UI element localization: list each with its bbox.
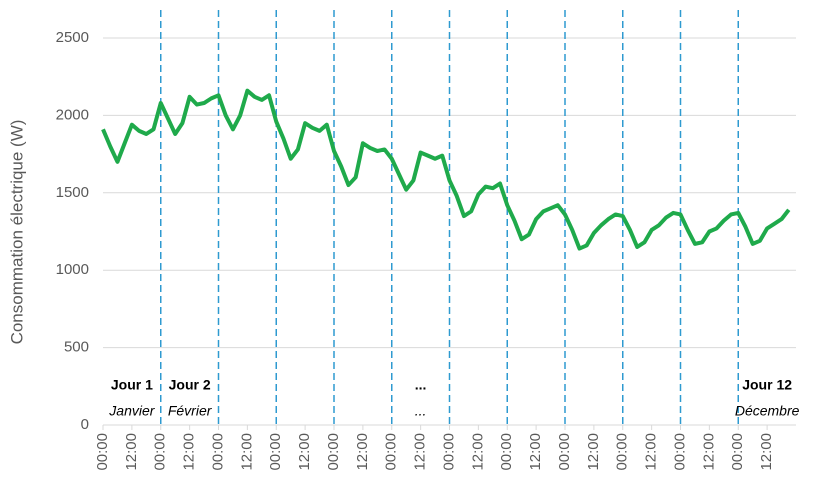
annotation: Jour 1 bbox=[111, 377, 153, 393]
annotation: Jour 2 bbox=[169, 377, 211, 393]
y-tick-label: 2500 bbox=[56, 29, 89, 46]
x-tick-label: 00:00 bbox=[729, 433, 746, 471]
x-tick-label: 00:00 bbox=[614, 433, 631, 471]
y-tick-label: 0 bbox=[81, 416, 89, 433]
x-tick-label: 00:00 bbox=[267, 433, 284, 471]
y-tick-label: 1500 bbox=[56, 184, 89, 201]
annotation: Jour 12 bbox=[742, 377, 792, 393]
x-tick-label: 12:00 bbox=[354, 433, 371, 471]
x-tick-label: 12:00 bbox=[296, 433, 313, 471]
annotation-sub: ... bbox=[415, 403, 427, 419]
annotation-sub: Février bbox=[168, 403, 213, 419]
x-tick-label: 00:00 bbox=[440, 433, 457, 471]
x-tick-label: 00:00 bbox=[671, 433, 688, 471]
x-tick-label: 00:00 bbox=[556, 433, 573, 471]
x-tick-label: 12:00 bbox=[643, 433, 660, 471]
y-axis-label: Consommation électrique (W) bbox=[7, 120, 26, 345]
x-tick-label: 12:00 bbox=[758, 433, 775, 471]
x-tick-label: 00:00 bbox=[152, 433, 169, 471]
x-tick-label: 12:00 bbox=[412, 433, 429, 471]
x-tick-label: 00:00 bbox=[209, 433, 226, 471]
x-tick-label: 00:00 bbox=[325, 433, 342, 471]
y-tick-label: 1000 bbox=[56, 261, 89, 278]
y-tick-label: 2000 bbox=[56, 106, 89, 123]
x-tick-label: 12:00 bbox=[181, 433, 198, 471]
annotation-sub: Janvier bbox=[108, 403, 155, 419]
x-tick-label: 12:00 bbox=[123, 433, 140, 471]
x-tick-label: 12:00 bbox=[527, 433, 544, 471]
x-tick-label: 12:00 bbox=[700, 433, 717, 471]
line bbox=[101, 88, 791, 251]
x-tick-label: 12:00 bbox=[469, 433, 486, 471]
y-tick-label: 500 bbox=[64, 339, 89, 356]
annotation-sub: Décembre bbox=[735, 403, 800, 419]
x-tick-label: 00:00 bbox=[383, 433, 400, 471]
x-tick-label: 12:00 bbox=[585, 433, 602, 471]
x-tick-label: 00:00 bbox=[498, 433, 515, 471]
x-tick-label: 00:00 bbox=[94, 433, 111, 471]
x-tick-label: 12:00 bbox=[238, 433, 255, 471]
annotation: ... bbox=[415, 377, 427, 393]
